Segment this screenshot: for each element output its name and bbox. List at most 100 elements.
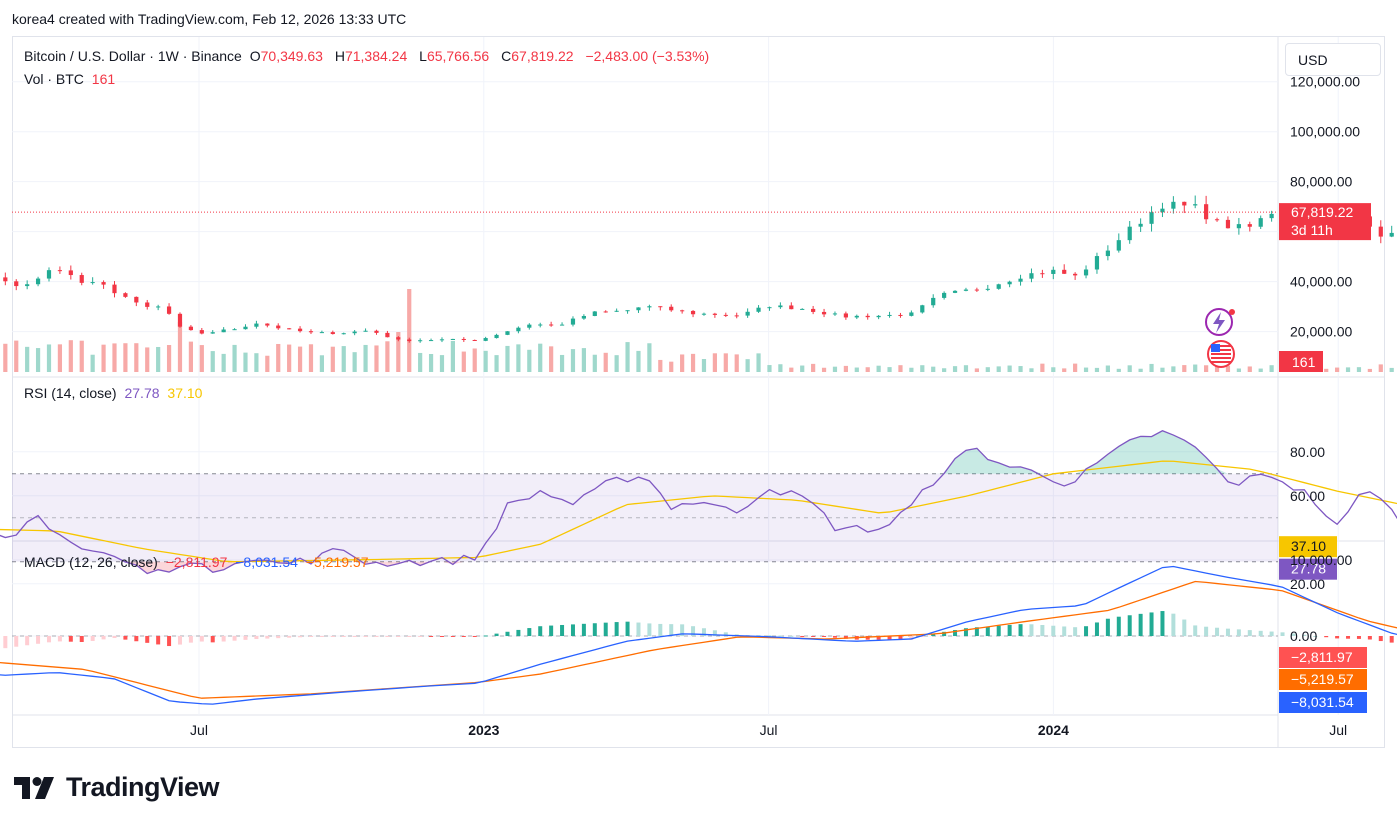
volume-bar [1094, 367, 1100, 372]
rsi-label: RSI (14, close) [24, 385, 117, 401]
currency-button[interactable]: USD [1285, 43, 1381, 76]
candle-body [145, 302, 150, 307]
volume-bar [963, 365, 969, 372]
high-value: H71,384.24 [334, 48, 408, 64]
candle-body [418, 340, 423, 342]
macd-signal-value: −5,219.57 [305, 554, 369, 570]
volume-bar [625, 342, 630, 372]
candle-body [778, 305, 783, 308]
volume-bar [745, 359, 750, 372]
macd-histogram-bar [570, 624, 575, 636]
macd-histogram-bar [330, 636, 335, 637]
candle-body [254, 323, 259, 327]
candle-body [658, 306, 663, 308]
candle-body [483, 338, 488, 341]
volume-bar [265, 355, 270, 372]
candle-body [865, 315, 870, 318]
volume-bar [789, 367, 794, 372]
macd-histogram-bar [712, 630, 717, 636]
candle-body [46, 270, 52, 279]
candle-body [734, 315, 739, 317]
macd-histogram-bar [701, 628, 706, 636]
macd-histogram-bar [46, 636, 51, 643]
macd-histogram-bar [36, 636, 41, 644]
candle-body [1083, 269, 1089, 276]
macd-histogram-bar [789, 635, 794, 637]
macd-histogram-bar [232, 636, 237, 641]
macd-histogram-bar [1171, 613, 1176, 636]
candle-body [1073, 273, 1078, 276]
time-tick-label: Jul [760, 722, 778, 738]
volume-bar [1062, 368, 1067, 372]
volume-axis-label: 161 [1292, 354, 1316, 370]
volume-bar [756, 353, 761, 372]
candle-body [319, 332, 324, 334]
candle-body [505, 331, 510, 335]
volume-bar [134, 343, 139, 372]
volume-bar [1007, 365, 1012, 372]
macd-histogram-bar [1225, 628, 1230, 636]
volume-bar [778, 364, 783, 372]
candle-body [920, 305, 925, 313]
volume-bar [210, 351, 215, 372]
volume-bar [188, 341, 194, 372]
candle-body [1160, 208, 1165, 213]
macd-histogram-bar [691, 626, 696, 636]
candle-body [156, 306, 161, 308]
macd-label: MACD (12, 26, close) [24, 554, 158, 570]
macd-histogram-bar [112, 636, 117, 639]
macd-signal-line [0, 580, 1397, 699]
volume-bar [418, 352, 423, 372]
candle-body [134, 296, 139, 303]
brand-logo[interactable]: TradingView [14, 772, 220, 803]
candle-body [723, 314, 728, 316]
flag-stripe-icon [1211, 345, 1231, 347]
macd-line [0, 565, 1397, 705]
rsi-line [0, 430, 1397, 575]
volume-bar [996, 366, 1001, 372]
candle-body [287, 328, 292, 330]
macd-axis-label: −2,811.97 [1291, 649, 1353, 665]
volume-bar [1335, 367, 1340, 372]
volume-bar [1040, 363, 1045, 372]
volume-bar [57, 344, 63, 372]
macd-histogram-bar [942, 631, 947, 636]
candle-body [1182, 201, 1187, 206]
chart-frame [12, 36, 1385, 748]
candle-body [1105, 250, 1110, 257]
candle-body [854, 315, 859, 318]
candle-body [276, 325, 281, 329]
volume-bar [450, 340, 455, 372]
candle-body [549, 324, 554, 326]
macd-histogram-bar [985, 626, 990, 636]
macd-histogram-bar [1149, 612, 1154, 636]
macd-histogram-bar [527, 628, 532, 636]
macd-histogram-bar [1389, 636, 1394, 643]
macd-histogram-bar [25, 636, 30, 646]
rsi-tick-label: 60.00 [1290, 488, 1325, 504]
macd-histogram-bar [221, 636, 226, 642]
candle-body [603, 311, 608, 313]
candle-body [963, 289, 969, 291]
volume-bar [920, 365, 925, 372]
volume-bar [669, 361, 674, 372]
volume-bar [243, 352, 248, 372]
candle-body [1062, 269, 1067, 274]
candle-body [112, 284, 117, 294]
symbol-title[interactable]: Bitcoin / U.S. Dollar · 1W · Binance [24, 48, 242, 64]
macd-histogram-bar [1313, 635, 1318, 637]
volume-bar [308, 344, 314, 372]
macd-histogram-bar [1335, 636, 1340, 639]
candle-body [1193, 204, 1198, 206]
macd-histogram-bar [1367, 636, 1372, 640]
candle-body [232, 329, 237, 331]
volume-bar [832, 366, 838, 372]
macd-histogram-bar [14, 636, 19, 647]
candle-body [1258, 218, 1263, 227]
volume-bar [658, 359, 663, 372]
rsi-tick-label: 80.00 [1290, 444, 1325, 460]
candle-body [756, 307, 761, 312]
volume-bar [505, 345, 510, 372]
caption: korea4 created with TradingView.com, Feb… [12, 11, 407, 27]
